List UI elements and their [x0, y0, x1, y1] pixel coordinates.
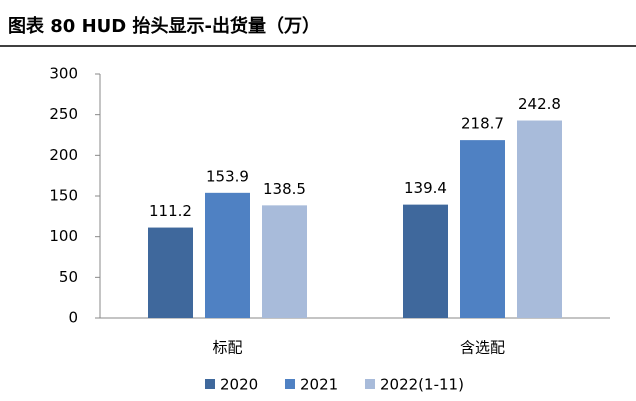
value-label: 139.4	[404, 179, 447, 197]
bar	[148, 227, 193, 318]
value-label: 242.8	[518, 95, 561, 113]
x-tick-label: 含选配	[460, 339, 505, 357]
value-label: 153.9	[206, 167, 249, 185]
y-tick-label: 300	[49, 65, 78, 83]
y-tick-label: 50	[59, 268, 78, 286]
legend-label: 2020	[220, 376, 258, 394]
bar	[460, 140, 505, 318]
y-tick-label: 150	[49, 187, 78, 205]
value-label: 138.5	[263, 180, 306, 198]
legend-label: 2021	[300, 376, 338, 394]
bar	[403, 204, 448, 318]
chart-title: 图表 80 HUD 抬头显示-出货量（万）	[8, 15, 320, 37]
legend-swatch	[285, 379, 295, 389]
y-tick-label: 0	[68, 309, 78, 327]
y-tick-label: 200	[49, 146, 78, 164]
legend-swatch	[365, 379, 375, 389]
value-label: 218.7	[461, 115, 504, 133]
x-tick-label: 标配	[212, 339, 242, 357]
bar	[517, 120, 562, 318]
bar	[205, 192, 250, 318]
bar	[262, 205, 307, 318]
legend-swatch	[205, 379, 215, 389]
y-tick-label: 250	[49, 105, 78, 123]
legend-label: 2022(1-11)	[380, 376, 464, 394]
y-tick-label: 100	[49, 227, 78, 245]
value-label: 111.2	[149, 202, 192, 220]
